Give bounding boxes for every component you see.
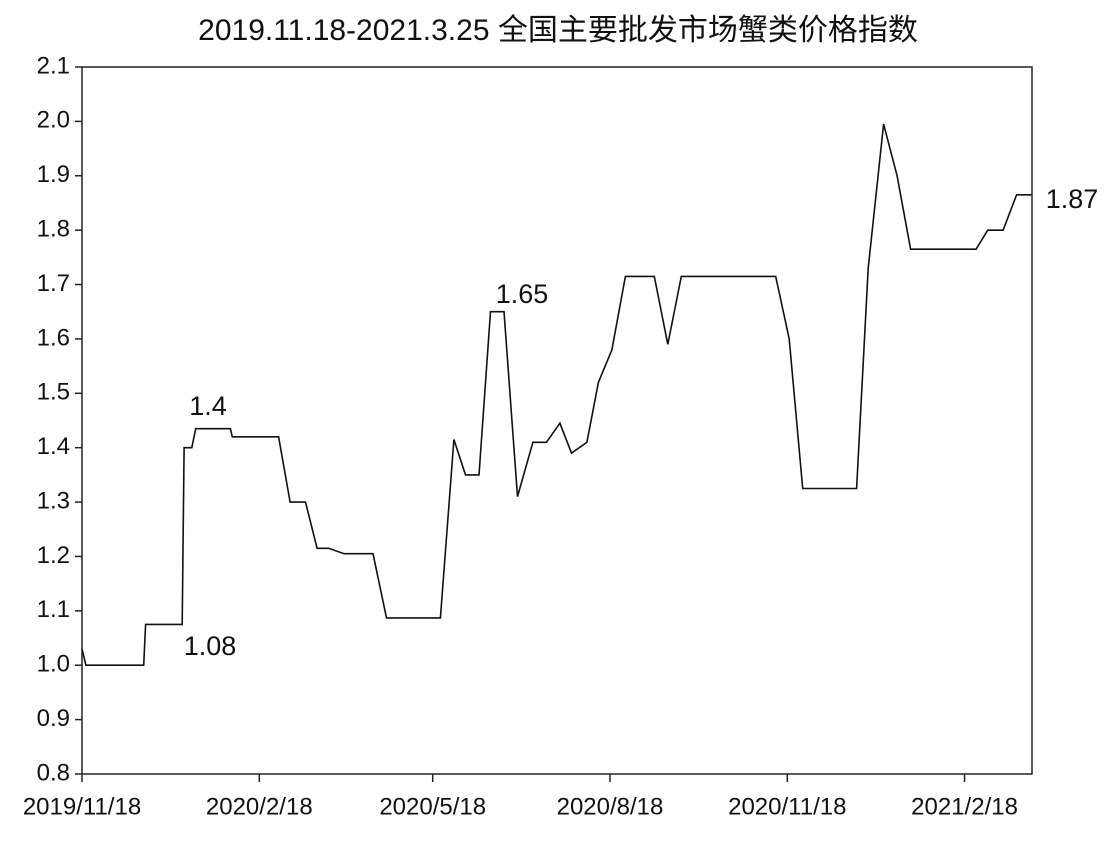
y-tick-label: 2.1 xyxy=(37,52,70,79)
plot-frame xyxy=(81,66,1033,775)
y-tick-label: 0.8 xyxy=(37,759,70,786)
annotation: 1.87 xyxy=(1046,184,1099,214)
x-tick-label: 2019/11/18 xyxy=(23,793,141,820)
chart-title: 2019.11.18-2021.3.25 全国主要批发市场蟹类价格指数 xyxy=(198,14,918,47)
x-tick-label: 2020/11/18 xyxy=(728,793,846,820)
y-tick-label: 2.0 xyxy=(37,107,70,134)
y-tick-label: 1.5 xyxy=(37,379,70,406)
line xyxy=(81,123,1032,666)
y-tick-label: 0.9 xyxy=(37,705,70,732)
x-tick-label: 2020/5/18 xyxy=(379,793,486,820)
x-tick-label: 2020/8/18 xyxy=(557,793,664,820)
y-tick-label: 1.4 xyxy=(37,433,70,460)
x-tick-label: 2020/2/18 xyxy=(206,793,313,820)
y-tick-label: 1.8 xyxy=(37,215,70,242)
y-tick-label: 1.9 xyxy=(37,161,70,188)
y-tick-label: 1.7 xyxy=(37,270,70,297)
y-tick-label: 1.1 xyxy=(37,596,70,623)
x-tick-label: 2021/2/18 xyxy=(911,793,1018,820)
annotation: 1.65 xyxy=(496,279,549,309)
annotation: 1.08 xyxy=(184,631,237,661)
y-tick-label: 1.3 xyxy=(37,487,70,514)
annotation: 1.4 xyxy=(189,391,227,421)
y-tick-label: 1.0 xyxy=(37,651,70,678)
y-tick-label: 1.6 xyxy=(37,324,70,351)
y-tick-label: 1.2 xyxy=(37,542,70,569)
